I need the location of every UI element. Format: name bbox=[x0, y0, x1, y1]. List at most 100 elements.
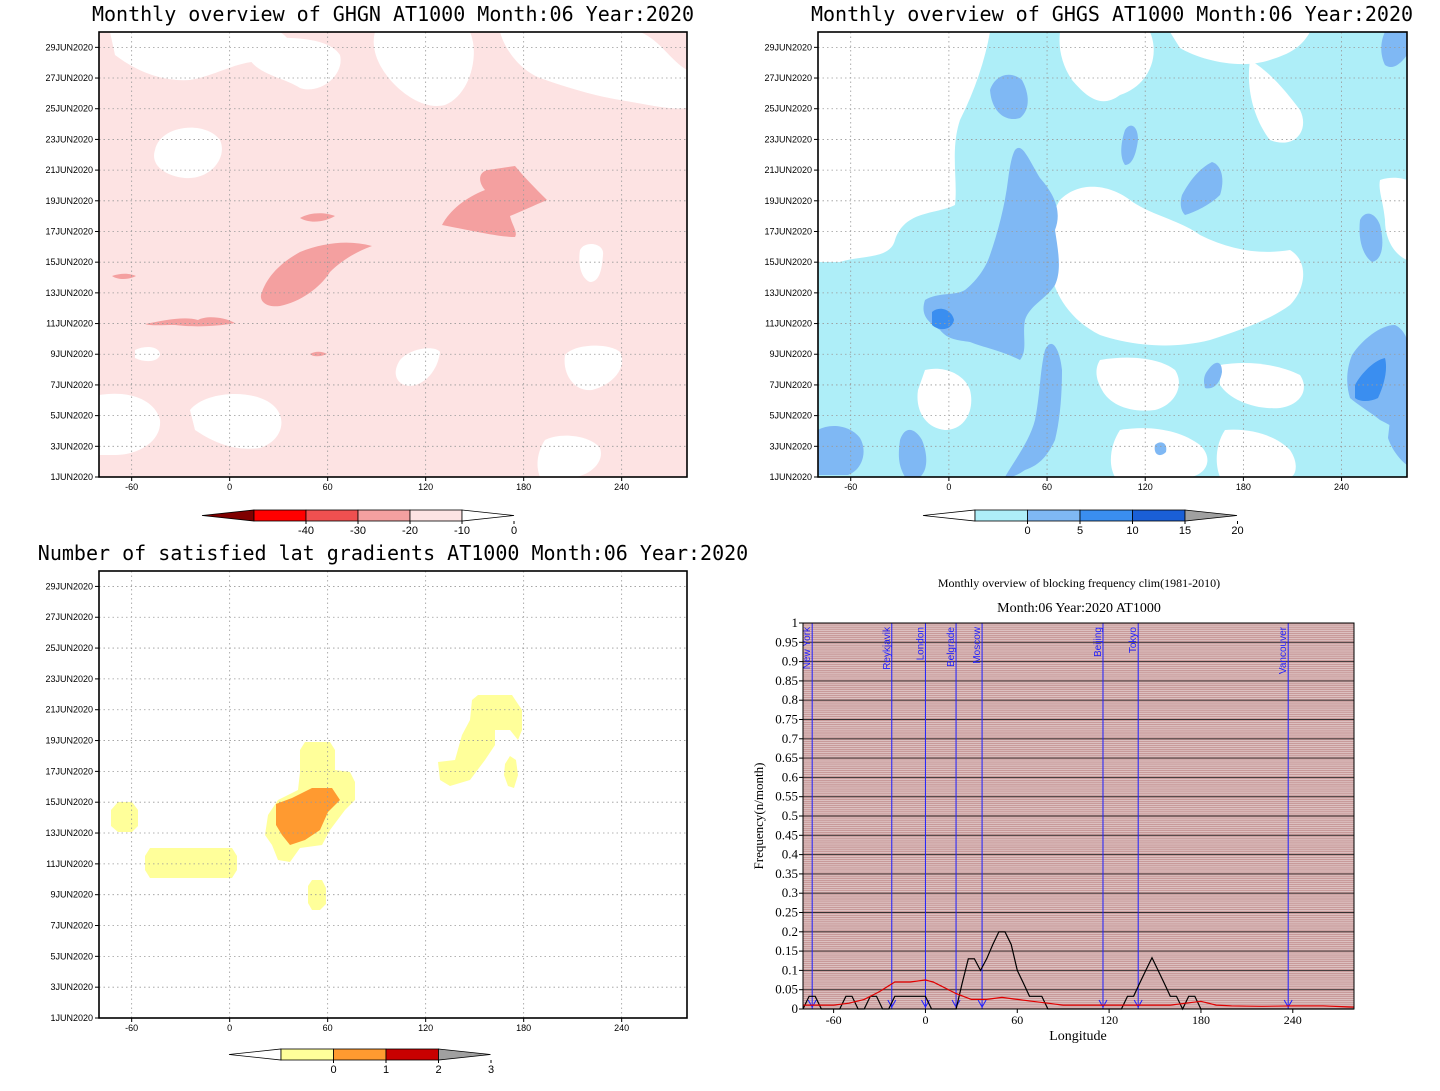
colorbar-label: -40 bbox=[298, 525, 314, 537]
ghgs-axes: -60 0 60 120 180 240 1JUN2020 3JUN2020 5JUN2020 7… bbox=[764, 31, 1408, 492]
y-tick-label: 1JUN2020 bbox=[769, 472, 812, 482]
city-label: London bbox=[915, 627, 926, 660]
y-tick-label: 1JUN2020 bbox=[50, 472, 93, 482]
lat-gradient-axes: -60 0 60 120 180 240 1JUN2020 3JUN2020 5JUN2020 7… bbox=[45, 570, 688, 1033]
ghgs-white-region bbox=[830, 181, 858, 191]
ghgn-white-region bbox=[250, 37, 341, 90]
y-tick-label: 15JUN2020 bbox=[45, 797, 93, 807]
colorbar-box bbox=[280, 1048, 334, 1061]
freq-x-tick-label: 240 bbox=[1284, 1013, 1302, 1027]
ghgs-blue-region bbox=[1204, 362, 1222, 389]
city-label: Belgrade bbox=[946, 627, 957, 667]
ghgs-white-region bbox=[1096, 357, 1179, 411]
city-label: Vancouver bbox=[1278, 626, 1289, 674]
y-tick-label: 21JUN2020 bbox=[764, 165, 812, 175]
y-tick-label: 29JUN2020 bbox=[764, 42, 812, 52]
ghgs-white-region bbox=[818, 32, 990, 262]
colorbar-box bbox=[409, 509, 463, 522]
freq-y-tick-label: 0.95 bbox=[775, 634, 798, 649]
y-tick-label: 19JUN2020 bbox=[764, 196, 812, 206]
ghgs-blue-region bbox=[898, 429, 927, 477]
freq-y-tick-label: 0.85 bbox=[775, 673, 798, 688]
plot-frame bbox=[817, 31, 1408, 478]
ghgs-white-region bbox=[1170, 32, 1310, 65]
climatology-frequency-line bbox=[803, 979, 1355, 1008]
y-tick-label: 13JUN2020 bbox=[45, 288, 93, 298]
y-tick-label: 19JUN2020 bbox=[45, 196, 93, 206]
colorbar-box bbox=[1027, 509, 1081, 522]
freq-series bbox=[802, 931, 1355, 1011]
y-tick-label: 11JUN2020 bbox=[765, 319, 812, 329]
colorbar-right-triangle bbox=[461, 509, 515, 522]
colorbar-box bbox=[974, 509, 1028, 522]
colorbar-label: -10 bbox=[454, 525, 470, 537]
y-tick-label: 9JUN2020 bbox=[50, 349, 93, 359]
ghgs-white-region bbox=[1220, 363, 1304, 409]
ghgs-white-region bbox=[1059, 32, 1154, 102]
city-label: Beijing bbox=[1093, 627, 1104, 657]
y-tick-label: 23JUN2020 bbox=[45, 134, 93, 144]
colorbar-right-triangle bbox=[438, 1048, 491, 1061]
ghgn-white-region bbox=[395, 348, 440, 386]
ghgs-strong-region bbox=[1355, 358, 1387, 401]
ghgn-panel: Monthly overview of GHGN AT1000 Month:06… bbox=[45, 2, 694, 537]
colorbar-box bbox=[333, 1048, 387, 1061]
lat-gradient-colorbar: 0 1 2 3 bbox=[228, 1048, 494, 1076]
ghgs-panel: Monthly overview of GHGS AT1000 Month:06… bbox=[764, 2, 1413, 537]
colorbar-label: 15 bbox=[1179, 525, 1191, 537]
freq-x-tick-label: 60 bbox=[1011, 1013, 1023, 1027]
y-tick-label: 3JUN2020 bbox=[50, 441, 93, 451]
y-tick-label: 25JUN2020 bbox=[45, 643, 93, 653]
colorbar-box bbox=[1079, 509, 1133, 522]
city-arrow bbox=[977, 999, 987, 1009]
x-tick-label: 180 bbox=[516, 482, 531, 492]
y-tick-label: 21JUN2020 bbox=[45, 705, 93, 715]
y-tick-label: 3JUN2020 bbox=[50, 982, 93, 992]
lat-gradient-yellow-region bbox=[145, 848, 237, 878]
city-label: Reykjavik bbox=[882, 626, 893, 670]
ghgs-blue-region bbox=[1005, 343, 1062, 477]
freq-y-tick-label: 0.35 bbox=[775, 866, 798, 881]
ghgn-white-region bbox=[110, 32, 291, 81]
freq-grid bbox=[803, 624, 1354, 1008]
freq-y-tick-label: 0.75 bbox=[775, 712, 798, 727]
freq-x-tick-label: 180 bbox=[1192, 1013, 1210, 1027]
lat-gradient-title: Number of satisfied lat gradients AT1000… bbox=[38, 541, 748, 565]
ghgn-white-region bbox=[579, 243, 604, 282]
ghgn-pink-region bbox=[300, 213, 335, 222]
city-arrow bbox=[1098, 999, 1108, 1009]
y-tick-label: 9JUN2020 bbox=[50, 890, 93, 900]
freq-axes: 0 0.05 0.1 0.15 0.2 0.25 0.3 0.35 0.4 0.45 0.5 0.55… bbox=[775, 615, 1302, 1027]
ghgs-colorbar: 0 5 10 15 20 bbox=[922, 509, 1244, 537]
ghgs-white-region bbox=[917, 368, 972, 430]
x-tick-label: 180 bbox=[516, 1023, 531, 1033]
y-tick-label: 11JUN2020 bbox=[46, 859, 93, 869]
ghgn-white-region bbox=[373, 32, 474, 106]
y-tick-label: 7JUN2020 bbox=[50, 380, 93, 390]
colorbar-label: 20 bbox=[1231, 525, 1243, 537]
y-tick-label: 21JUN2020 bbox=[45, 165, 93, 175]
ghgn-white-region bbox=[500, 32, 687, 109]
x-tick-label: 180 bbox=[1236, 482, 1251, 492]
freq-y-tick-label: 0.05 bbox=[775, 982, 798, 997]
freq-y-tick-label: 0.5 bbox=[782, 808, 798, 823]
colorbar-left-triangle bbox=[922, 509, 976, 522]
y-tick-label: 15JUN2020 bbox=[764, 257, 812, 267]
freq-y-tick-label: 0.6 bbox=[782, 769, 799, 784]
y-tick-label: 27JUN2020 bbox=[45, 73, 93, 83]
ghgn-contour-field bbox=[99, 32, 687, 477]
ghgn-negative-regions bbox=[112, 166, 547, 357]
ghgs-white-region bbox=[1379, 177, 1407, 260]
colorbar-label: 3 bbox=[488, 1064, 494, 1076]
y-tick-label: 17JUN2020 bbox=[45, 226, 93, 236]
y-tick-label: 25JUN2020 bbox=[45, 104, 93, 114]
lat-gradient-yellow-region bbox=[308, 880, 326, 910]
freq-y-tick-label: 0.15 bbox=[775, 943, 798, 958]
colorbar-label: 1 bbox=[383, 1064, 389, 1076]
colorbar-label: 0 bbox=[511, 525, 517, 537]
ghgn-title: Monthly overview of GHGN AT1000 Month:06… bbox=[92, 2, 694, 26]
lat-gradient-panel: Number of satisfied lat gradients AT1000… bbox=[38, 541, 748, 1076]
lat-gradient-yellow-region bbox=[111, 802, 138, 832]
y-tick-label: 19JUN2020 bbox=[45, 736, 93, 746]
